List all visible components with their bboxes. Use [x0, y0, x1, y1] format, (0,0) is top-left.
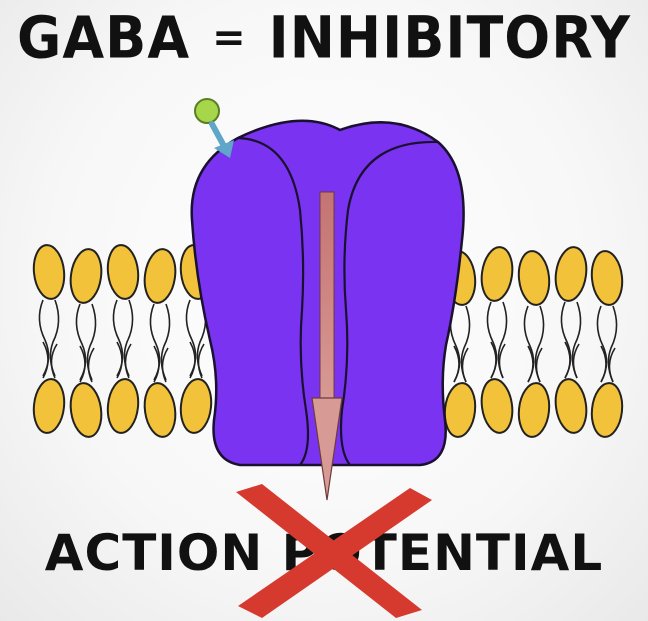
- lipid-molecule: [106, 244, 140, 434]
- lipid-molecule: [143, 248, 177, 438]
- lipid-molecule: [590, 250, 624, 438]
- headline-equals: =: [212, 14, 247, 61]
- lipid-molecule: [480, 246, 514, 434]
- ion-flow-arrow-icon: [311, 191, 343, 501]
- red-cross-icon: [236, 484, 432, 618]
- lipid-bilayer-left: [32, 244, 213, 438]
- lipid-molecule: [32, 244, 66, 434]
- binding-arrow-icon: [209, 121, 234, 158]
- lipid-molecule: [517, 250, 551, 438]
- channel-left-subunit-outline: [237, 136, 310, 466]
- lipid-bilayer-right: [443, 246, 624, 438]
- lipid-molecule: [69, 248, 103, 438]
- channel-right-subunit-outline: [339, 140, 439, 466]
- lipid-molecule: [554, 246, 588, 434]
- headline-inhibitory: INHIBITORY: [268, 3, 631, 72]
- gaba-ligand-icon: [194, 98, 220, 124]
- headline-gaba: GABA: [17, 3, 191, 72]
- headline: GABA = INHIBITORY: [0, 3, 648, 72]
